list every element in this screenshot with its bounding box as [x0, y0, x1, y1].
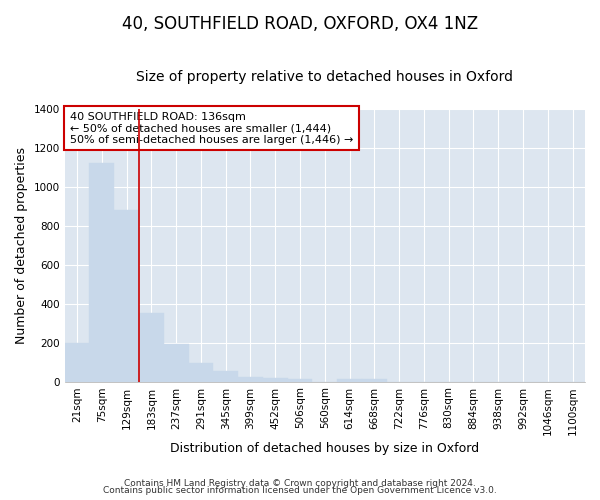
Bar	[65, 343, 89, 382]
Text: Contains HM Land Registry data © Crown copyright and database right 2024.: Contains HM Land Registry data © Crown c…	[124, 478, 476, 488]
Bar	[164, 344, 188, 382]
Bar	[114, 210, 139, 382]
Text: Contains public sector information licensed under the Open Government Licence v3: Contains public sector information licen…	[103, 486, 497, 495]
Bar	[337, 379, 362, 382]
Bar	[214, 371, 238, 382]
Bar	[139, 313, 164, 382]
Bar	[89, 164, 114, 382]
Bar	[362, 379, 387, 382]
Title: Size of property relative to detached houses in Oxford: Size of property relative to detached ho…	[136, 70, 514, 84]
Bar	[188, 362, 214, 382]
Text: 40, SOUTHFIELD ROAD, OXFORD, OX4 1NZ: 40, SOUTHFIELD ROAD, OXFORD, OX4 1NZ	[122, 15, 478, 33]
Bar	[287, 378, 313, 382]
Bar	[263, 378, 287, 382]
Bar	[238, 378, 263, 382]
X-axis label: Distribution of detached houses by size in Oxford: Distribution of detached houses by size …	[170, 442, 479, 455]
Y-axis label: Number of detached properties: Number of detached properties	[15, 146, 28, 344]
Text: 40 SOUTHFIELD ROAD: 136sqm
← 50% of detached houses are smaller (1,444)
50% of s: 40 SOUTHFIELD ROAD: 136sqm ← 50% of deta…	[70, 112, 353, 144]
